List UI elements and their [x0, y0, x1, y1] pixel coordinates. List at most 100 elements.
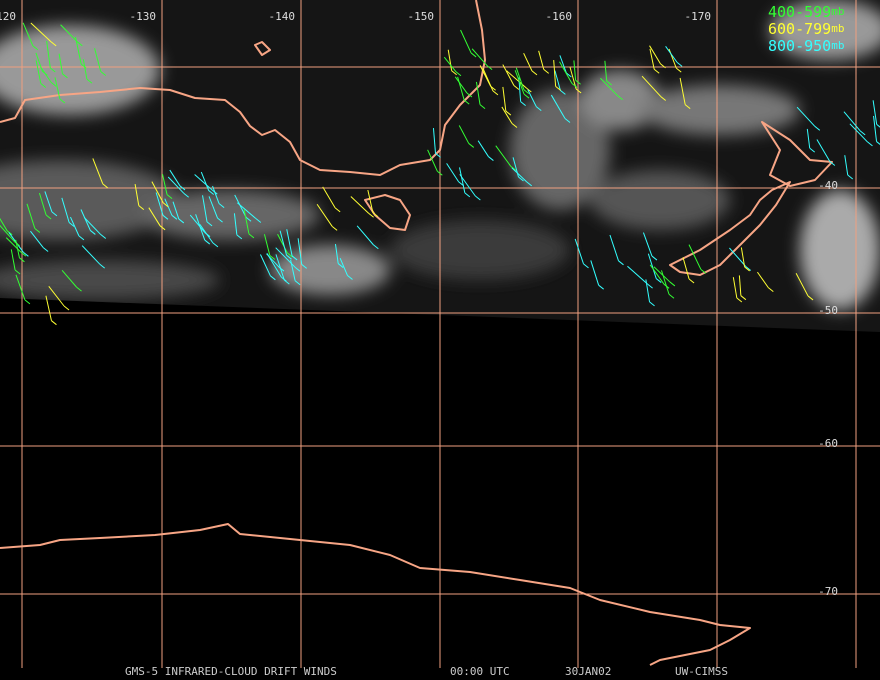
- wind-barb: [661, 270, 675, 299]
- barb-flag: [618, 260, 624, 266]
- wind-barb: [459, 174, 481, 201]
- footer-text: UW-CIMSS: [675, 665, 728, 678]
- wind-barb: [446, 163, 464, 187]
- barb-shaft: [559, 61, 573, 84]
- wind-barb: [263, 234, 276, 260]
- barb-flag: [269, 255, 276, 260]
- wind-barb: [212, 185, 225, 209]
- wind-barb: [550, 94, 571, 123]
- wind-barb: [356, 225, 379, 250]
- wind-barb: [233, 213, 243, 240]
- barb-shaft: [266, 253, 282, 278]
- wind-barb: [475, 81, 486, 110]
- barb-flag: [212, 242, 219, 248]
- coast-island: [254, 41, 271, 56]
- barb-shaft: [740, 247, 746, 268]
- wind-barb: [200, 171, 215, 195]
- barb-shaft: [322, 186, 336, 209]
- wind-barb: [795, 273, 814, 301]
- barb-flag: [42, 70, 48, 76]
- barb-shaft: [495, 145, 512, 167]
- barb-shaft: [155, 192, 164, 216]
- wind-barb: [339, 257, 353, 280]
- barb-shaft: [649, 45, 661, 65]
- coast-tasmania: [364, 194, 411, 231]
- wind-barb: [275, 247, 301, 272]
- wind-barb: [653, 266, 676, 287]
- barb-shaft: [172, 201, 180, 220]
- wind-barb: [554, 70, 566, 95]
- wind-barb: [148, 207, 166, 231]
- legend-range: 800-950: [768, 37, 831, 55]
- barb-shaft: [795, 273, 809, 297]
- barb-flag: [166, 194, 173, 200]
- barb-flag: [62, 73, 68, 79]
- barb-shaft: [460, 29, 472, 54]
- wind-barb: [234, 194, 252, 222]
- barb-shaft: [259, 254, 271, 277]
- barb-shaft: [732, 277, 738, 299]
- wind-barb: [527, 89, 542, 111]
- wind-barb: [872, 100, 880, 128]
- wind-barb: [502, 86, 512, 116]
- barb-shaft: [806, 128, 811, 149]
- barb-flag: [523, 93, 530, 99]
- longitude-label: -130: [130, 10, 157, 23]
- barb-flag: [19, 257, 25, 263]
- barb-flag: [807, 295, 814, 301]
- coast-nz-north: [761, 121, 833, 187]
- wind-barb: [843, 111, 866, 136]
- wind-barb: [194, 174, 218, 195]
- barb-shaft: [757, 271, 769, 288]
- wind-barb: [26, 203, 41, 233]
- barb-flag: [451, 70, 457, 76]
- wind-barb: [443, 56, 462, 77]
- barb-flag: [206, 221, 213, 227]
- wind-barb: [806, 128, 816, 153]
- wind-barb: [70, 216, 85, 241]
- coast-australia: [0, 0, 486, 176]
- barb-flag: [470, 52, 477, 58]
- wind-barb: [642, 232, 658, 261]
- barb-shaft: [45, 295, 52, 321]
- wind-barb: [45, 295, 57, 326]
- barb-flag: [270, 275, 276, 281]
- barb-shaft: [459, 174, 476, 197]
- barb-flag: [736, 297, 743, 303]
- wind-barb: [161, 173, 173, 200]
- barb-flag: [490, 85, 496, 91]
- barb-shaft: [81, 245, 101, 265]
- wind-barb: [647, 253, 662, 283]
- barb-shaft: [275, 254, 285, 281]
- barb-flag: [740, 295, 747, 301]
- barb-shaft: [15, 274, 26, 301]
- wind-barb: [44, 191, 58, 217]
- barb-shaft: [334, 244, 339, 264]
- barb-flag: [458, 181, 464, 187]
- barb-shaft: [350, 196, 369, 214]
- barb-shaft: [48, 286, 65, 307]
- wind-barb: [665, 45, 683, 67]
- barb-shaft: [22, 22, 34, 46]
- barb-shaft: [501, 106, 513, 124]
- barb-shaft: [479, 65, 492, 87]
- wind-barb: [590, 260, 604, 290]
- wind-barb: [35, 52, 48, 76]
- barb-flag: [436, 170, 443, 176]
- wind-barb: [738, 275, 747, 301]
- wind-barb: [202, 195, 213, 227]
- barb-flag: [255, 218, 262, 223]
- barb-shaft: [275, 247, 296, 268]
- wind-barb: [164, 198, 178, 220]
- barb-shaft: [151, 181, 164, 204]
- barb-flag: [347, 275, 353, 280]
- wind-barb: [645, 279, 655, 307]
- wind-barb: [134, 183, 145, 211]
- barb-shaft: [688, 244, 702, 270]
- wind-barb: [279, 230, 292, 260]
- barb-flag: [245, 216, 252, 222]
- wind-barb: [471, 48, 493, 71]
- barb-flag: [505, 110, 512, 116]
- barb-flag: [466, 92, 473, 98]
- barb-flag: [464, 192, 471, 198]
